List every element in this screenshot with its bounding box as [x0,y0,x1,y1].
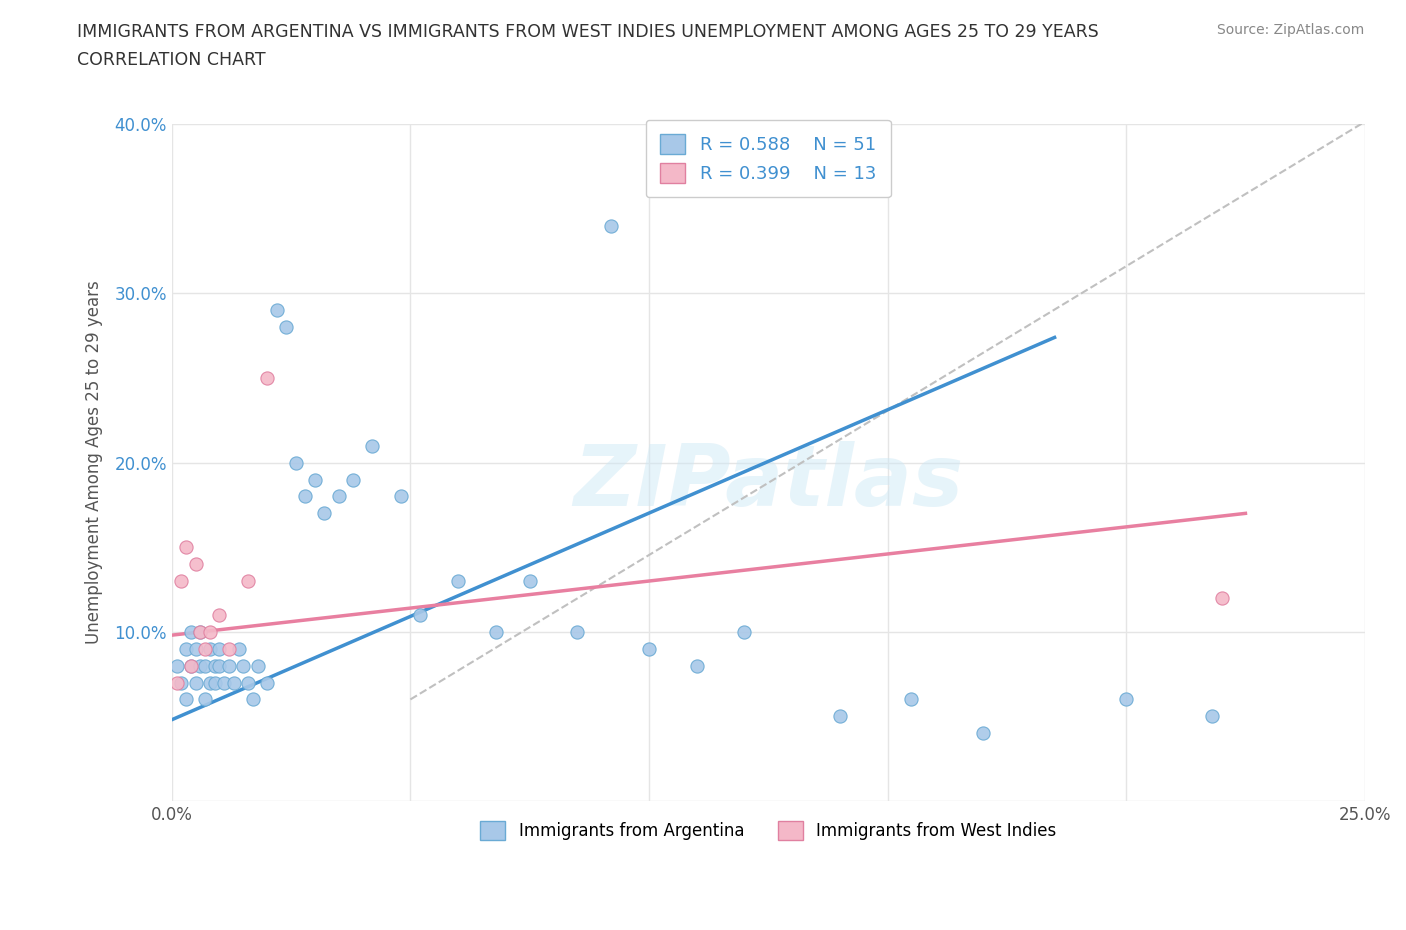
Point [208,642,231,657]
Point [246,658,269,673]
Point [236,574,259,589]
Point [389,489,412,504]
Point [1211,591,1233,605]
Point [900,692,922,707]
Point [828,709,851,724]
Y-axis label: Unemployment Among Ages 25 to 29 years: Unemployment Among Ages 25 to 29 years [86,281,103,644]
Point [1115,692,1137,707]
Point [228,642,250,657]
Point [166,675,188,690]
Point [180,624,202,639]
Point [485,624,508,639]
Point [198,624,221,639]
Point [184,675,207,690]
Text: CORRELATION CHART: CORRELATION CHART [77,51,266,69]
Point [208,607,231,622]
Legend: Immigrants from Argentina, Immigrants from West Indies: Immigrants from Argentina, Immigrants fr… [474,815,1063,846]
Point [190,624,212,639]
Point [256,675,278,690]
Point [409,607,432,622]
Point [304,472,326,487]
Point [276,320,298,335]
Point [218,658,240,673]
Text: IMMIGRANTS FROM ARGENTINA VS IMMIGRANTS FROM WEST INDIES UNEMPLOYMENT AMONG AGES: IMMIGRANTS FROM ARGENTINA VS IMMIGRANTS … [77,23,1099,41]
Point [166,658,188,673]
Point [447,574,470,589]
Point [180,658,202,673]
Point [204,675,226,690]
Point [214,675,236,690]
Point [194,642,217,657]
Point [198,675,221,690]
Point [361,438,384,453]
Point [599,219,621,233]
Point [222,675,245,690]
Point [198,642,221,657]
Point [174,692,197,707]
Point [972,725,994,740]
Point [686,658,709,673]
Point [194,658,217,673]
Point [242,692,264,707]
Point [284,455,307,470]
Point [519,574,541,589]
Point [236,675,259,690]
Point [190,624,212,639]
Point [194,692,217,707]
Point [232,658,254,673]
Point [180,658,202,673]
Point [342,472,364,487]
Point [208,658,231,673]
Text: Source: ZipAtlas.com: Source: ZipAtlas.com [1216,23,1364,37]
Text: ZIPatlas: ZIPatlas [574,442,963,525]
Point [190,658,212,673]
Point [174,642,197,657]
Point [170,675,193,690]
Point [314,506,336,521]
Point [174,539,197,554]
Point [266,303,288,318]
Point [218,642,240,657]
Point [256,370,278,385]
Point [733,624,755,639]
Point [184,557,207,572]
Point [204,658,226,673]
Point [328,489,350,504]
Point [567,624,589,639]
Point [1201,709,1223,724]
Point [294,489,316,504]
Point [184,642,207,657]
Point [170,574,193,589]
Point [638,642,661,657]
